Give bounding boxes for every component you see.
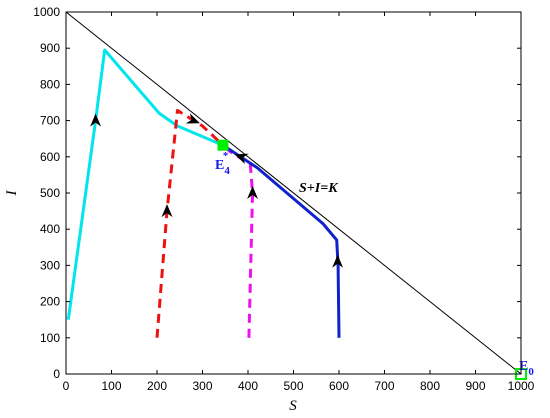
trajectory-1: [66, 48, 224, 320]
y-tick-label-5: 500: [40, 186, 60, 200]
x-tick-label-7: 700: [374, 379, 394, 393]
y-tick-label-4: 400: [40, 222, 60, 236]
reference-line-label: S+I=K: [299, 181, 339, 196]
y-tick-label-7: 700: [40, 114, 60, 128]
direction-arrow-1: [90, 113, 102, 127]
arrow-layer: [90, 113, 344, 268]
x-tick-label-9: 900: [465, 379, 485, 393]
trajectory-2: [155, 108, 224, 338]
direction-arrow-4: [332, 254, 344, 268]
x-tick-label-1: 100: [101, 379, 121, 393]
y-tick-label-0: 0: [53, 367, 60, 381]
reference-line: [66, 12, 521, 374]
y-axis: 0 100 200 300 400 500 600 700 800 900 1000: [33, 5, 521, 381]
x-tick-label-2: 200: [147, 379, 167, 393]
y-tick-label-3: 300: [40, 258, 60, 272]
y-tick-label-2: 200: [40, 295, 60, 309]
direction-arrow-5: [185, 113, 200, 124]
y-tick-label-6: 600: [40, 150, 60, 164]
x-tick-label-4: 400: [238, 379, 258, 393]
direction-arrow-6: [234, 153, 249, 165]
x-tick-label-6: 600: [329, 379, 349, 393]
x-axis-label: S: [289, 398, 297, 414]
equilibrium-label-2: E0: [519, 359, 534, 378]
equilibrium-marker-1: [217, 139, 229, 151]
y-tick-label-10: 1000: [33, 5, 60, 19]
y-tick-label-9: 900: [40, 41, 60, 55]
y-axis-label: I: [4, 190, 20, 197]
y-tick-label-1: 100: [40, 331, 60, 345]
equilibrium-label-1: E4*: [215, 150, 230, 177]
x-tick-label-3: 300: [192, 379, 212, 393]
trajectory-4: [222, 143, 341, 338]
x-tick-label-0: 0: [63, 379, 70, 393]
direction-arrow-2: [161, 204, 173, 218]
x-tick-label-5: 500: [283, 379, 303, 393]
reference-line-layer: [66, 12, 521, 374]
x-axis: 0 100 200 300 400 500 600 700 800 900 1000: [63, 12, 535, 393]
direction-arrow-3: [247, 186, 259, 199]
x-tick-label-10: 1000: [508, 379, 535, 393]
x-tick-label-8: 800: [420, 379, 440, 393]
y-tick-label-8: 800: [40, 77, 60, 91]
